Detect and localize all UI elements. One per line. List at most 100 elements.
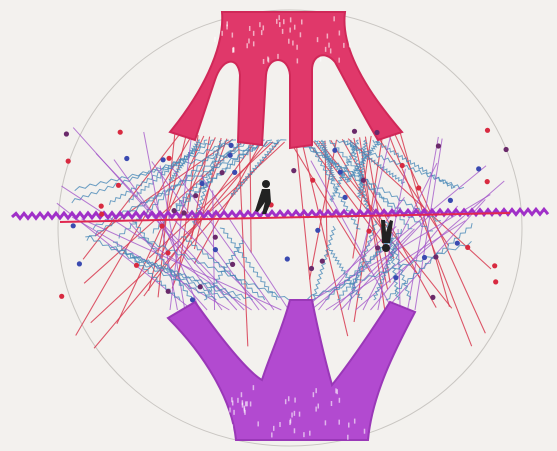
dot <box>337 169 343 175</box>
dot <box>63 131 69 137</box>
blue-fiber <box>112 241 181 301</box>
dot <box>133 262 140 268</box>
figure-body <box>381 220 393 243</box>
dot <box>435 143 441 149</box>
dot <box>310 177 316 183</box>
dot <box>291 168 297 174</box>
blue-fiber <box>387 228 400 301</box>
dot <box>416 185 422 191</box>
dot <box>115 182 122 188</box>
red-fiber <box>249 140 252 253</box>
walking-figure <box>255 180 271 214</box>
hanging-figure <box>381 220 393 252</box>
red-fiber <box>307 141 395 259</box>
red-fiber <box>90 141 285 324</box>
blue-fiber <box>92 139 273 230</box>
purple-fiber <box>362 162 438 311</box>
red-fiber <box>359 137 389 331</box>
dot <box>117 129 123 135</box>
dot <box>199 180 205 187</box>
dot <box>393 275 399 281</box>
dot <box>476 166 482 172</box>
dot <box>230 261 236 267</box>
dot <box>399 162 405 169</box>
blue-fiber <box>132 221 193 301</box>
dot <box>308 265 315 272</box>
purple-fiber <box>81 218 282 311</box>
dot <box>430 294 436 300</box>
pole-texture <box>214 15 366 440</box>
blue-fiber <box>385 222 473 301</box>
dot <box>197 284 203 290</box>
dot <box>165 288 171 294</box>
dot <box>124 155 130 162</box>
dot <box>99 211 105 217</box>
blue-fiber <box>180 236 266 301</box>
dot <box>493 279 499 285</box>
blue-fiber <box>336 139 465 190</box>
blue-fiber <box>320 139 337 182</box>
dot <box>492 263 498 269</box>
red-fiber <box>364 136 391 283</box>
dot <box>227 152 233 158</box>
dot <box>360 177 366 183</box>
dot <box>171 208 177 214</box>
dot <box>159 223 165 229</box>
blue-fiber <box>301 240 472 301</box>
dot <box>232 169 238 175</box>
blue-fiber <box>128 139 208 203</box>
blue-fiber <box>137 236 290 301</box>
blue-fiber <box>131 255 253 301</box>
dot <box>189 297 196 303</box>
blue-fiber <box>329 250 363 301</box>
dot <box>433 254 439 260</box>
dot <box>284 256 290 262</box>
red-fiber <box>289 141 371 273</box>
purple-fiber <box>173 219 267 311</box>
dot <box>332 147 338 153</box>
spindle-fibers <box>56 127 505 349</box>
blue-fiber <box>109 139 215 206</box>
blue-fiber <box>219 227 278 301</box>
purple-fiber <box>370 205 459 311</box>
dot <box>76 261 82 267</box>
dot <box>503 146 509 153</box>
dot <box>70 223 76 229</box>
cell-outline <box>57 9 523 447</box>
dot <box>160 157 166 163</box>
red-fiber <box>93 141 268 349</box>
blue-fiber <box>85 235 217 301</box>
purple-fiber <box>95 153 245 311</box>
blue-fiber <box>71 139 237 204</box>
dot <box>319 258 325 264</box>
dot <box>484 179 490 185</box>
dot <box>342 194 348 200</box>
red-fiber <box>318 140 453 309</box>
red-fiber <box>82 132 182 260</box>
dot <box>484 127 491 133</box>
blue-fiber <box>372 139 456 189</box>
blue-fiber <box>312 225 336 301</box>
blue-fiber <box>230 139 280 197</box>
dot <box>465 244 471 250</box>
dot <box>181 210 187 216</box>
blue-fiber <box>118 249 241 301</box>
dot <box>447 197 453 203</box>
figure-head <box>382 244 390 252</box>
dot <box>166 155 172 161</box>
dot <box>165 250 171 256</box>
blue-fiber <box>329 139 360 203</box>
purple-fiber <box>407 136 439 311</box>
dot <box>212 247 218 253</box>
dot <box>351 128 358 134</box>
dot <box>212 234 218 240</box>
blue-fiber <box>384 221 412 301</box>
blue-fiber <box>337 239 389 301</box>
purple-fiber <box>397 228 401 311</box>
dot <box>193 193 199 199</box>
dot <box>366 228 372 234</box>
purple-fiber <box>200 174 290 311</box>
dot <box>219 170 225 176</box>
